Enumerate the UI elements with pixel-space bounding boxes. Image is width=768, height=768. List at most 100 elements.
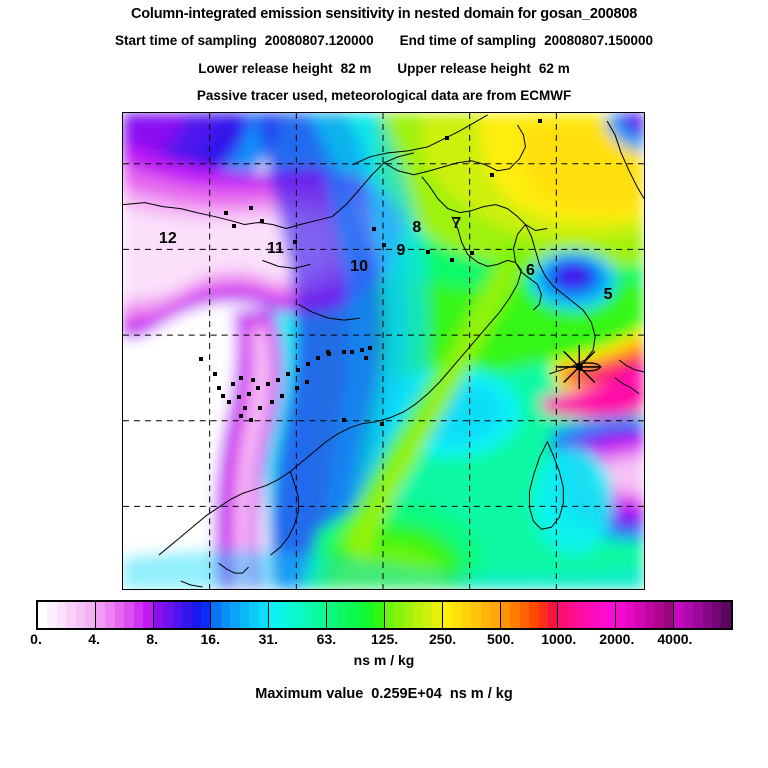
colorbar-step bbox=[56, 602, 67, 628]
station-dot bbox=[489, 172, 494, 177]
station-dot bbox=[316, 355, 321, 360]
colorbar-step bbox=[519, 602, 530, 628]
colorbar-step bbox=[442, 602, 453, 628]
colorbar-step bbox=[461, 602, 472, 628]
station-dot bbox=[342, 349, 347, 354]
trajectory-day-label: 12 bbox=[158, 230, 177, 248]
station-dot bbox=[246, 391, 251, 396]
station-dot bbox=[350, 349, 355, 354]
colorbar-step bbox=[316, 602, 327, 628]
station-dot bbox=[198, 356, 203, 361]
colorbar-step bbox=[278, 602, 289, 628]
colorbar-step bbox=[452, 602, 462, 628]
colorbar-step bbox=[114, 602, 125, 628]
colorbar-step bbox=[355, 602, 366, 628]
colorbar-segment bbox=[384, 602, 443, 628]
station-dot bbox=[538, 118, 543, 123]
colorbar-step bbox=[403, 602, 414, 628]
colorbar-step bbox=[558, 602, 568, 628]
upper-release-height-label: Upper release height bbox=[397, 61, 531, 76]
colorbar-step bbox=[586, 602, 597, 628]
colorbar-tick: 125. bbox=[370, 631, 399, 647]
colorbar-tick: 8. bbox=[146, 631, 158, 647]
colorbar-step bbox=[374, 602, 384, 628]
colorbar-step bbox=[307, 602, 317, 628]
map-panel[interactable]: 5 6 7 8 9 10 11 12 bbox=[122, 112, 645, 590]
station-dot bbox=[248, 417, 253, 422]
colorbar-step bbox=[191, 602, 201, 628]
colorbar-step bbox=[605, 602, 616, 628]
end-time-value: 20080807.150000 bbox=[544, 33, 654, 48]
colorbar-segment bbox=[616, 602, 675, 628]
colorbar-step bbox=[663, 602, 674, 628]
station-dot bbox=[226, 399, 231, 404]
trajectory-day-label: 8 bbox=[412, 218, 422, 236]
colorbar-step bbox=[153, 602, 164, 628]
trajectory-day-label: 6 bbox=[525, 262, 535, 280]
station-dot bbox=[342, 417, 347, 422]
station-dot bbox=[305, 379, 310, 384]
colorbar-step bbox=[47, 602, 57, 628]
colorbar-step bbox=[413, 602, 423, 628]
colorbar-step bbox=[654, 602, 664, 628]
colorbar-tick: 4000. bbox=[657, 631, 693, 647]
colorbar-step bbox=[596, 602, 606, 628]
colorbar-step bbox=[693, 602, 703, 628]
colorbar-step bbox=[577, 602, 587, 628]
station-dot bbox=[242, 405, 247, 410]
colorbar-step bbox=[85, 602, 95, 628]
colorbar-tick: 0. bbox=[30, 631, 42, 647]
colorbar-step bbox=[336, 602, 347, 628]
station-dot bbox=[306, 361, 311, 366]
colorbar-step bbox=[288, 602, 298, 628]
colorbar-step bbox=[500, 602, 511, 628]
colorbar[interactable] bbox=[36, 600, 733, 630]
colorbar-step bbox=[211, 602, 221, 628]
colorbar-step bbox=[75, 602, 86, 628]
colorbar-step bbox=[201, 602, 211, 628]
colorbar-step bbox=[635, 602, 645, 628]
colorbar-step bbox=[422, 602, 433, 628]
colorbar-step bbox=[721, 602, 731, 628]
colorbar-step bbox=[529, 602, 539, 628]
colorbar-tick: 500. bbox=[487, 631, 515, 647]
station-dot bbox=[238, 375, 243, 380]
page-title: Column-integrated emission sensitivity i… bbox=[130, 6, 638, 22]
start-time-label: Start time of sampling bbox=[114, 33, 257, 48]
trajectory-day-label: 11 bbox=[266, 240, 284, 258]
release-height-row: Lower release height 82 m Upper release he… bbox=[0, 61, 768, 76]
colorbar-segment bbox=[674, 602, 731, 628]
station-dot bbox=[286, 371, 291, 376]
colorbar-step bbox=[510, 602, 520, 628]
colorbar-segment bbox=[211, 602, 270, 628]
colorbar-tick: 31. bbox=[258, 631, 279, 647]
colorbar-segment bbox=[442, 602, 501, 628]
colorbar-tick: 2000. bbox=[599, 631, 635, 647]
map-gridlines bbox=[123, 113, 644, 589]
colorbar-segment bbox=[500, 602, 559, 628]
colorbar-step bbox=[471, 602, 481, 628]
station-dot bbox=[223, 210, 228, 215]
colorbar-step bbox=[172, 602, 183, 628]
colorbar-step bbox=[105, 602, 115, 628]
colorbar-tick: 250. bbox=[428, 631, 457, 647]
station-dot bbox=[212, 371, 217, 376]
station-dot bbox=[250, 377, 255, 382]
colorbar-step bbox=[384, 602, 395, 628]
colorbar-segment bbox=[558, 602, 617, 628]
station-dot bbox=[296, 367, 301, 372]
station-dot bbox=[380, 421, 384, 426]
station-dot bbox=[231, 223, 236, 228]
colorbar-step bbox=[625, 602, 636, 628]
colorbar-step bbox=[538, 602, 548, 628]
station-dot bbox=[425, 250, 430, 255]
tracer-note: Passive tracer used, meteorological data… bbox=[196, 88, 572, 103]
lower-release-height-label: Lower release height bbox=[198, 61, 333, 76]
colorbar-step bbox=[365, 602, 375, 628]
colorbar-step bbox=[163, 602, 173, 628]
station-dot bbox=[364, 355, 369, 360]
station-dot bbox=[216, 385, 221, 390]
end-time-label: End time of sampling bbox=[399, 33, 537, 48]
station-dot bbox=[220, 393, 225, 398]
